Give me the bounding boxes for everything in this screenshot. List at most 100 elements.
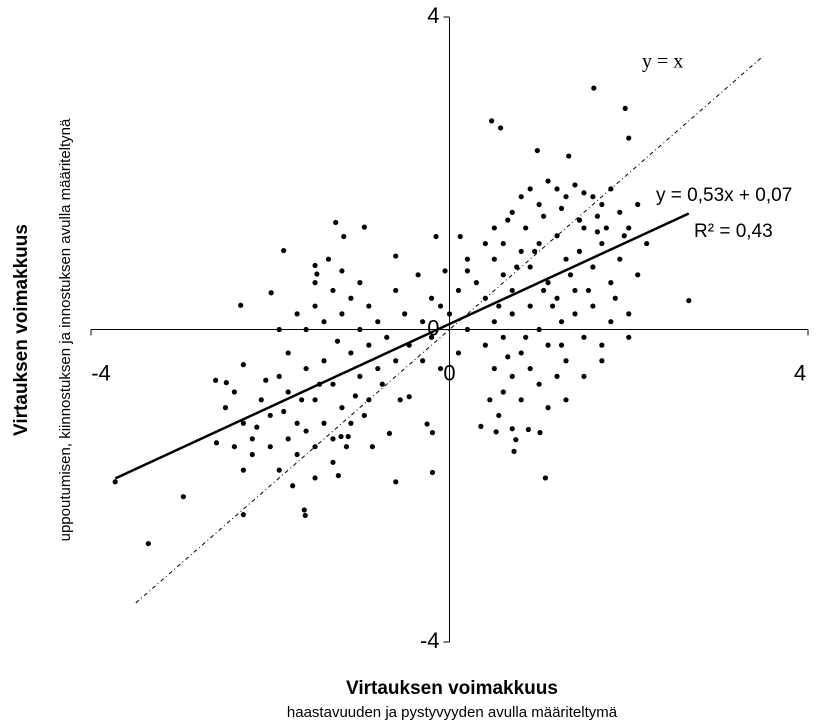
y-axis-subtitle: uppoutumisen, kiinnostuksen ja innostuks…	[57, 118, 74, 541]
point	[599, 342, 605, 348]
point	[240, 467, 246, 473]
trendline-label: y = 0,53x + 0,07	[656, 185, 792, 206]
point	[554, 373, 560, 379]
point	[563, 358, 569, 364]
point	[594, 213, 600, 219]
point	[554, 295, 560, 301]
point	[348, 295, 354, 301]
point	[457, 233, 463, 240]
point	[505, 354, 511, 360]
point	[464, 268, 471, 274]
point	[500, 334, 506, 340]
point	[509, 311, 515, 317]
point	[581, 190, 587, 196]
x-tick-label: 0	[443, 360, 455, 385]
point	[525, 426, 531, 433]
point	[500, 389, 506, 395]
point	[343, 444, 350, 450]
point	[545, 405, 551, 411]
point	[612, 295, 618, 301]
point	[402, 311, 408, 317]
point	[566, 153, 572, 159]
point	[384, 334, 390, 340]
point	[496, 303, 502, 309]
point	[635, 201, 641, 208]
point	[393, 479, 399, 485]
point	[554, 233, 560, 239]
point	[635, 272, 641, 278]
point	[428, 295, 435, 301]
point	[563, 397, 569, 403]
point	[231, 444, 237, 450]
point	[267, 412, 273, 419]
point	[366, 397, 372, 403]
point	[626, 334, 632, 340]
point	[238, 302, 244, 308]
point	[536, 240, 542, 247]
point	[366, 342, 372, 348]
reference-line-label: y = x	[642, 51, 683, 73]
point	[325, 256, 332, 262]
point	[563, 256, 569, 262]
point	[341, 233, 347, 240]
point	[345, 433, 351, 440]
point	[545, 342, 551, 348]
point	[348, 420, 354, 426]
point	[290, 483, 296, 489]
point	[599, 358, 605, 364]
point	[303, 428, 309, 434]
point	[361, 412, 367, 419]
point	[534, 147, 540, 154]
point	[428, 334, 435, 340]
point	[545, 280, 551, 286]
point	[112, 479, 118, 485]
point	[263, 377, 269, 383]
point	[442, 268, 448, 274]
point	[429, 469, 436, 476]
x-tick-label: -4	[91, 360, 111, 385]
point	[489, 118, 495, 124]
point	[513, 437, 519, 443]
point	[608, 319, 614, 325]
point	[478, 423, 484, 429]
point	[482, 295, 488, 301]
point	[527, 186, 533, 192]
point	[321, 358, 327, 364]
point	[527, 264, 533, 270]
point	[536, 326, 542, 333]
point	[626, 135, 632, 141]
point	[542, 475, 548, 481]
point	[576, 248, 583, 254]
point	[514, 264, 520, 270]
point	[352, 393, 358, 399]
point	[523, 334, 529, 340]
point	[626, 225, 632, 231]
point	[491, 256, 497, 262]
point	[491, 319, 497, 325]
point	[334, 338, 341, 344]
point	[590, 303, 596, 309]
point	[505, 217, 511, 223]
point	[335, 472, 341, 479]
point	[500, 240, 506, 247]
point	[240, 362, 246, 368]
point	[644, 240, 650, 247]
point	[333, 219, 339, 226]
point	[585, 287, 592, 294]
point	[299, 397, 305, 403]
point	[446, 311, 453, 317]
point	[361, 224, 367, 230]
point	[581, 225, 587, 231]
point	[622, 105, 628, 112]
point	[581, 334, 587, 340]
point	[518, 194, 524, 200]
point	[491, 225, 497, 231]
point	[473, 280, 479, 286]
point	[617, 209, 623, 215]
point	[424, 421, 430, 427]
point	[330, 287, 336, 294]
point	[590, 264, 596, 270]
point	[366, 303, 372, 309]
point	[406, 394, 412, 400]
